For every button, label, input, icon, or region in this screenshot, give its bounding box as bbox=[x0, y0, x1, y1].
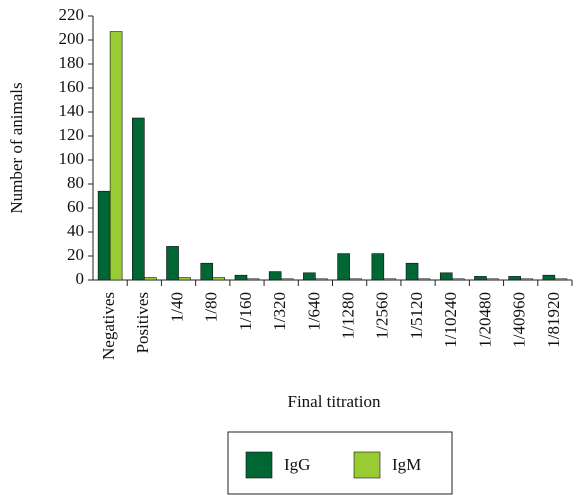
bar bbox=[349, 278, 362, 281]
bar bbox=[439, 272, 453, 281]
x-tick-label: Positives bbox=[133, 292, 152, 353]
bar bbox=[486, 278, 499, 281]
bar bbox=[451, 278, 465, 281]
bar bbox=[200, 262, 214, 281]
x-axis-title: Final titration bbox=[287, 392, 381, 411]
x-tick-label: 1/40 bbox=[167, 292, 186, 322]
bar bbox=[508, 276, 521, 281]
legend-label: IgM bbox=[392, 455, 421, 474]
x-tick-label: 1/2560 bbox=[373, 292, 392, 339]
y-tick-label: 220 bbox=[59, 5, 85, 24]
bar bbox=[520, 278, 533, 281]
x-tick-label: 1/10240 bbox=[441, 292, 460, 348]
bar bbox=[554, 278, 568, 281]
bar bbox=[474, 276, 487, 281]
y-tick-label: 100 bbox=[59, 149, 85, 168]
bar bbox=[144, 277, 157, 281]
y-tick-label: 40 bbox=[67, 221, 84, 240]
bar bbox=[234, 274, 248, 281]
x-tick-label: 1/160 bbox=[236, 292, 255, 331]
bar bbox=[542, 274, 556, 281]
y-tick-label: 140 bbox=[59, 101, 85, 120]
bar bbox=[212, 277, 226, 281]
x-tick-label: 1/1280 bbox=[339, 292, 358, 339]
bar bbox=[280, 278, 294, 281]
bar bbox=[246, 278, 260, 281]
bar bbox=[268, 271, 282, 281]
bar bbox=[405, 262, 419, 281]
y-tick-label: 200 bbox=[59, 29, 85, 48]
bar bbox=[337, 253, 350, 281]
y-tick-label: 80 bbox=[67, 173, 84, 192]
y-tick-label: 60 bbox=[67, 197, 84, 216]
y-tick-label: 0 bbox=[76, 269, 85, 288]
legend-label: IgG bbox=[284, 455, 310, 474]
x-tick-label: 1/81920 bbox=[544, 292, 563, 348]
bar bbox=[383, 278, 397, 281]
bar bbox=[303, 272, 316, 281]
y-tick-label: 20 bbox=[67, 245, 84, 264]
y-tick-label: 160 bbox=[59, 77, 85, 96]
bar bbox=[417, 278, 431, 281]
bar bbox=[97, 190, 111, 281]
bar bbox=[109, 31, 123, 281]
y-axis-title: Number of animals bbox=[7, 82, 26, 213]
x-tick-label: 1/640 bbox=[304, 292, 323, 331]
bar bbox=[371, 253, 385, 281]
legend-swatch bbox=[245, 451, 273, 479]
x-tick-label: 1/5120 bbox=[407, 292, 426, 339]
x-tick-label: 1/80 bbox=[202, 292, 221, 322]
bar bbox=[166, 246, 179, 281]
x-tick-label: 1/320 bbox=[270, 292, 289, 331]
bar bbox=[315, 278, 328, 281]
y-tick-label: 180 bbox=[59, 53, 85, 72]
x-tick-label: 1/40960 bbox=[510, 292, 529, 348]
bar bbox=[132, 117, 145, 281]
bar bbox=[178, 277, 191, 281]
x-tick-label: Negatives bbox=[99, 292, 118, 360]
legend-swatch bbox=[353, 451, 381, 479]
x-tick-label: 1/20480 bbox=[475, 292, 494, 348]
y-tick-label: 120 bbox=[59, 125, 85, 144]
